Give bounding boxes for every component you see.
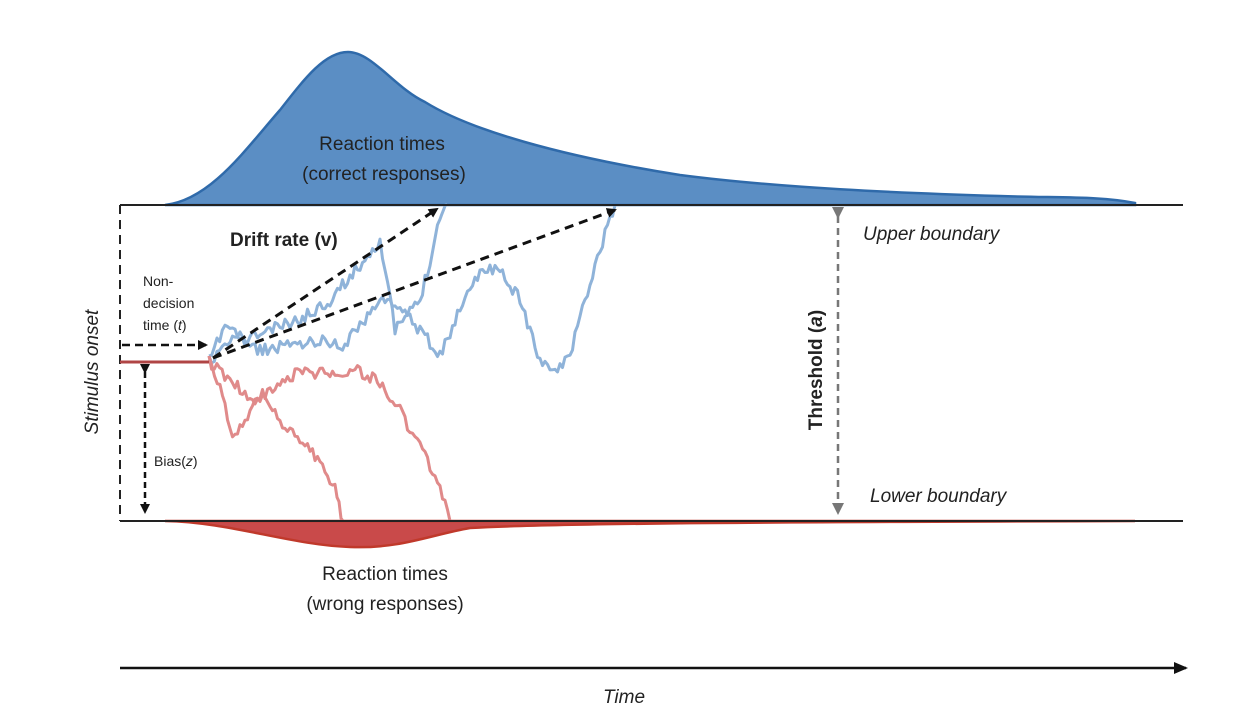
stimulus-onset-label: Stimulus onset	[82, 309, 103, 434]
threshold-label: Threshold (a)	[806, 310, 827, 430]
random-walk-wrong-1	[207, 355, 345, 522]
rt-correct-label-line2: (correct responses)	[302, 164, 466, 185]
rt-wrong-label-line1: Reaction times	[322, 564, 448, 585]
nondecision-label-line2: decision	[143, 295, 194, 311]
rt-wrong-label-line2: (wrong responses)	[306, 594, 463, 615]
random-walk-correct-1	[208, 203, 448, 358]
wrong-random-walks	[207, 355, 452, 522]
rt-correct-label-line1: Reaction times	[319, 134, 445, 155]
drift-rate-label: Drift rate (v)	[230, 230, 338, 251]
nondecision-label-line3: time (t)	[143, 317, 187, 333]
bias-label: Bias(z)	[154, 453, 198, 469]
upper-boundary-label: Upper boundary	[863, 224, 1001, 245]
correct-random-walks	[207, 203, 617, 374]
random-walk-wrong-2	[207, 355, 452, 522]
drift-arrow-shallow-icon	[212, 208, 617, 360]
correct-rt-distribution	[164, 50, 1137, 207]
lower-boundary-label: Lower boundary	[870, 486, 1008, 507]
time-axis-label: Time	[603, 687, 645, 708]
nondecision-label-line1: Non-	[143, 273, 174, 289]
wrong-rt-distribution	[164, 519, 1136, 549]
random-walk-correct-2	[207, 204, 617, 374]
